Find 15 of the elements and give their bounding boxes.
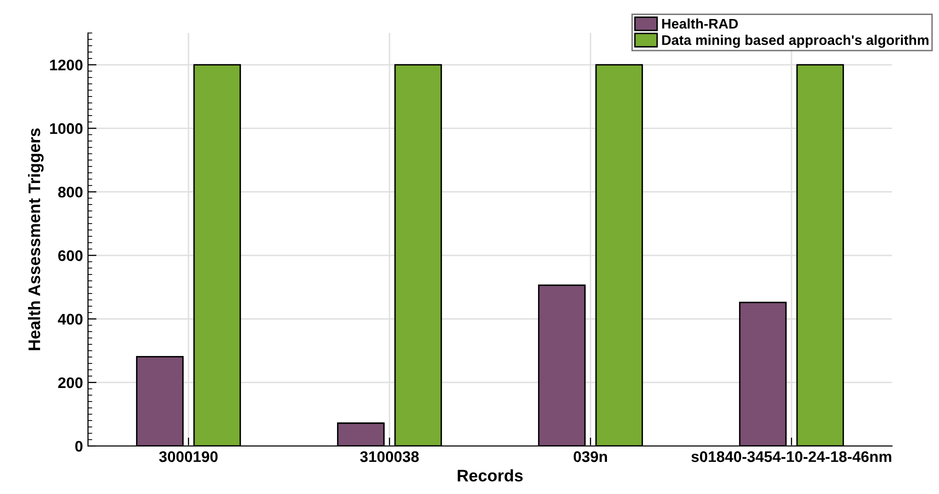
y-tick-label: 600 — [58, 250, 83, 262]
x-tick-label: 039n — [574, 451, 607, 462]
y-axis-title: Health Assessment Triggers — [28, 128, 44, 350]
y-tick-label: 1000 — [50, 123, 83, 134]
x-tick-label: 3100038 — [360, 451, 419, 462]
y-tick-label: 400 — [58, 314, 83, 325]
legend-label: Data mining based approach's algorithm — [662, 34, 928, 48]
y-tick-label: 800 — [58, 186, 83, 198]
x-tick-label: 3000190 — [159, 451, 218, 462]
y-tick-label: 1200 — [50, 60, 83, 70]
x-tick-label: s01840-3454-10-24-18-46nm — [691, 451, 892, 462]
x-axis-title: Records — [458, 469, 523, 482]
y-tick-label: 200 — [58, 377, 83, 388]
legend-label: Health-RAD — [662, 18, 738, 29]
y-tick-label: 0 — [75, 440, 83, 452]
